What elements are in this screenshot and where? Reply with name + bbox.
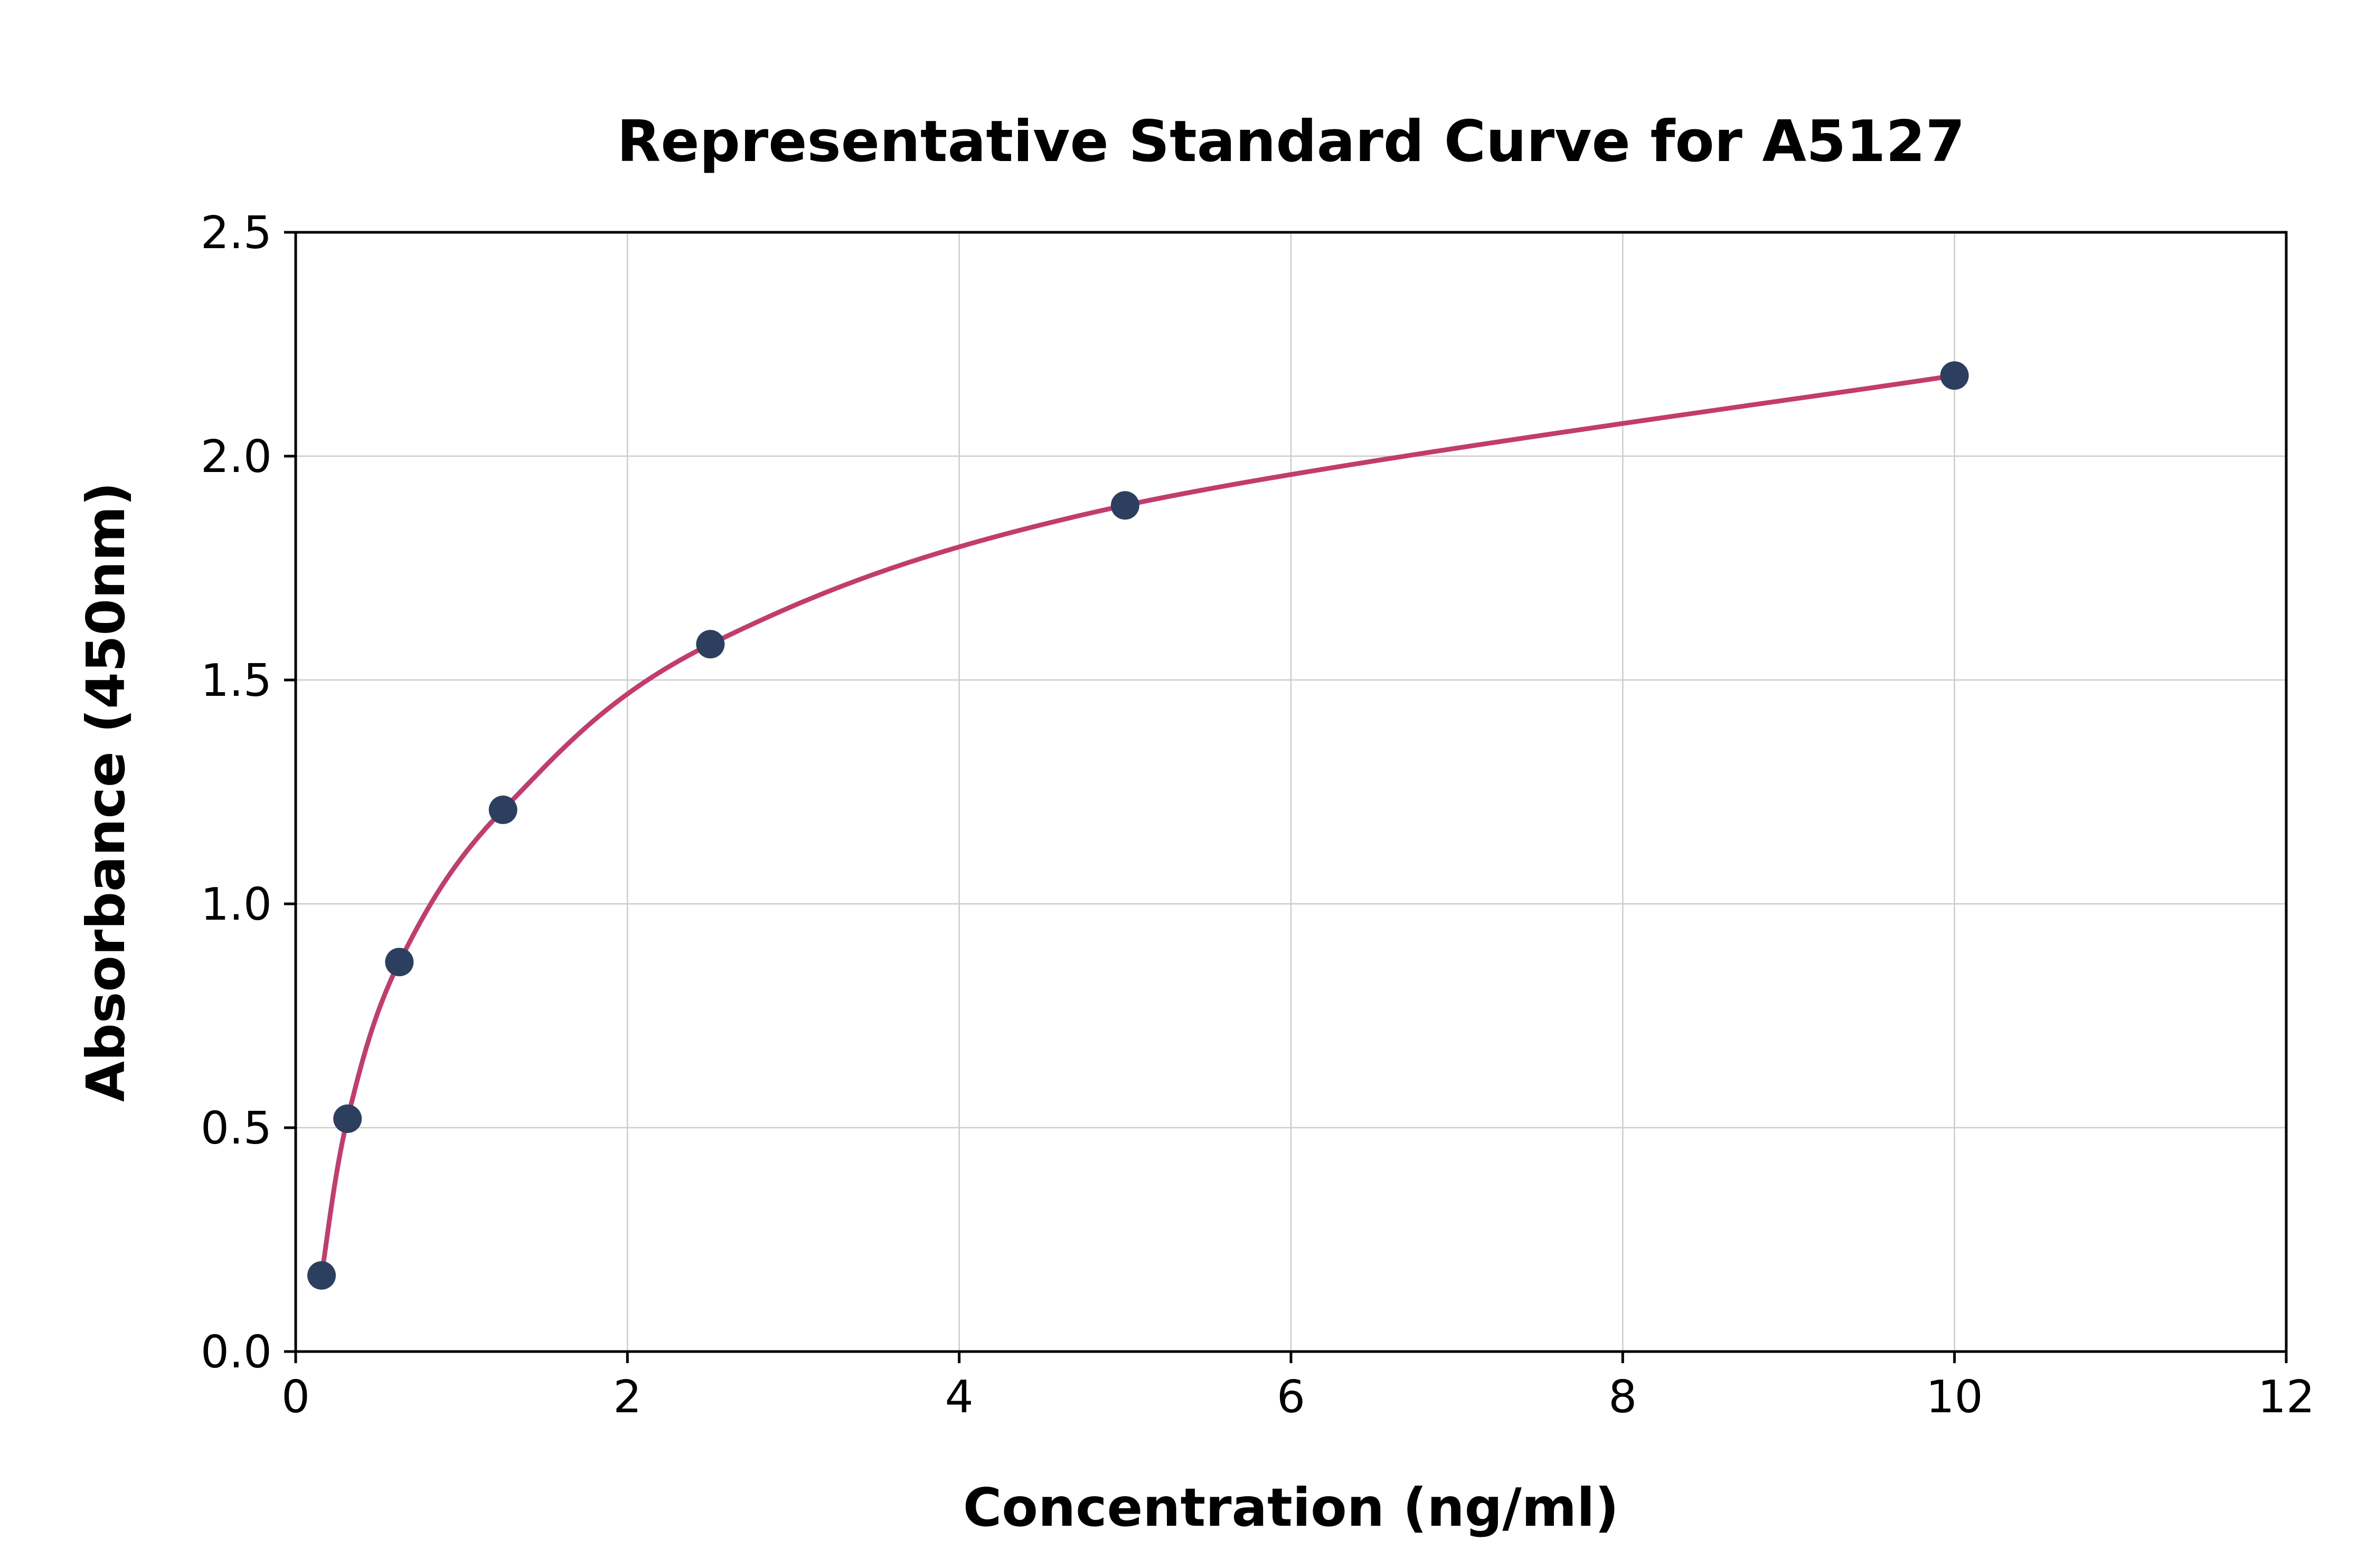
y-tick-label: 1.5 (201, 655, 272, 707)
x-tick-label: 4 (945, 1371, 974, 1423)
data-point (1110, 491, 1139, 520)
x-tick-label: 6 (1277, 1371, 1305, 1423)
data-point (385, 948, 414, 977)
x-tick-label: 8 (1608, 1371, 1637, 1423)
grid-lines (295, 231, 2287, 1353)
fit-curve (319, 373, 1957, 1278)
data-point (333, 1104, 362, 1134)
data-point (307, 1261, 336, 1290)
y-tick-label: 0.5 (201, 1102, 272, 1155)
x-tick-label: 10 (1926, 1371, 1983, 1423)
y-axis-label: Absorbance (450nm) (75, 482, 137, 1102)
x-tick-label: 2 (613, 1371, 642, 1423)
y-tick-label: 1.0 (201, 879, 272, 931)
data-point (1940, 361, 1969, 390)
data-point (696, 630, 725, 659)
y-tick-label: 2.0 (201, 431, 272, 483)
y-tick-label: 0.0 (201, 1326, 272, 1378)
data-point (488, 795, 517, 824)
x-tick-label: 0 (281, 1371, 310, 1423)
y-tick-label: 2.5 (201, 207, 272, 259)
chart-title: Representative Standard Curve for A5127 (617, 109, 1965, 175)
axis-ticks: 0 2 4 6 8 10 12 0.0 0.5 1.0 1.5 2.0 2.5 (201, 207, 2315, 1423)
x-tick-label: 12 (2258, 1371, 2315, 1423)
x-axis-label: Concentration (ng/ml) (963, 1477, 1619, 1538)
data-points (307, 361, 1969, 1290)
